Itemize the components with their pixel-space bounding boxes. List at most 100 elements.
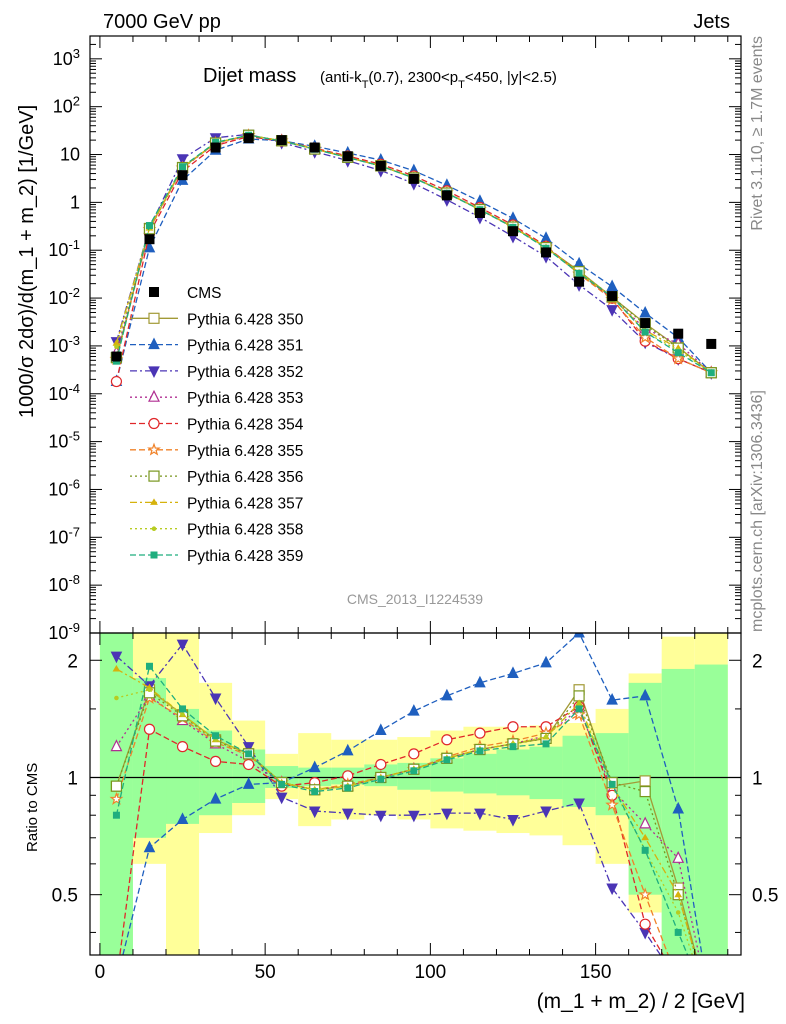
legend-entry: Pythia 6.428 354 bbox=[130, 417, 304, 434]
ratio-point bbox=[114, 695, 119, 701]
ratio-point bbox=[179, 705, 187, 713]
legend-label: Pythia 6.428 350 bbox=[187, 311, 304, 328]
ratio-tick-label-right: 1 bbox=[752, 768, 763, 789]
cms-point bbox=[441, 190, 452, 201]
y-axis-label: 1000/σ 2dσ)/d(m_1 + m_2) [1/GeV] bbox=[16, 105, 38, 418]
ratio-point bbox=[639, 816, 652, 829]
ratio-point bbox=[112, 664, 121, 672]
series-point bbox=[606, 305, 618, 317]
energy-label: 7000 GeV pp bbox=[103, 11, 221, 33]
series-point bbox=[575, 269, 583, 277]
band-inner bbox=[132, 678, 167, 838]
legend-entry: Pythia 6.428 357 bbox=[130, 495, 303, 512]
ratio-point bbox=[573, 633, 585, 638]
ratio-point bbox=[606, 883, 618, 896]
rivet-label: Rivet 3.1.10, ≥ 1.7M events bbox=[749, 36, 766, 231]
ratio-point bbox=[672, 801, 685, 814]
cms-point bbox=[507, 226, 518, 237]
band-inner bbox=[529, 746, 563, 800]
y-tick-label: 10-9 bbox=[48, 620, 80, 644]
y-tick-label: 103 bbox=[53, 45, 80, 69]
y-tick-label: 1 bbox=[70, 192, 80, 212]
series-point bbox=[145, 222, 153, 230]
ratio-point bbox=[176, 741, 189, 753]
series-3-ratio bbox=[110, 639, 683, 987]
ratio-point bbox=[639, 688, 651, 701]
y-tick-label: 102 bbox=[53, 93, 80, 117]
ratio-point bbox=[145, 662, 153, 670]
ratio-point bbox=[111, 976, 121, 986]
legend-entry: Pythia 6.428 356 bbox=[130, 469, 303, 486]
ratio-point bbox=[441, 734, 453, 746]
ratio-point bbox=[540, 655, 552, 668]
y-tick-label: 10 bbox=[60, 145, 80, 165]
ratio-point bbox=[575, 705, 583, 713]
ratio-point bbox=[377, 775, 385, 783]
ratio-tick-label: 2 bbox=[67, 651, 78, 672]
x-tick-label: 50 bbox=[255, 962, 276, 983]
legend-marker bbox=[148, 470, 160, 482]
ratio-point bbox=[408, 748, 420, 760]
ratio-panel-series bbox=[109, 633, 703, 987]
cms-point bbox=[111, 351, 122, 362]
ratio-point bbox=[675, 910, 681, 915]
ratio-point bbox=[641, 833, 650, 841]
ratio-point bbox=[542, 740, 550, 748]
ratio-tick-label: 1 bbox=[67, 768, 78, 789]
ratio-point bbox=[112, 811, 120, 819]
legend-marker bbox=[149, 287, 159, 297]
cms-point bbox=[574, 276, 585, 287]
ratio-point bbox=[410, 767, 418, 775]
y-tick-label: 10-7 bbox=[48, 524, 80, 548]
ratio-point bbox=[673, 977, 683, 987]
legend-entry: Pythia 6.428 355 bbox=[130, 442, 303, 460]
y-tick-label: 10-6 bbox=[48, 476, 80, 500]
ratio-point bbox=[209, 791, 222, 804]
cms-point bbox=[375, 160, 386, 171]
band-inner bbox=[562, 735, 596, 807]
legend-marker bbox=[147, 442, 161, 456]
ratio-point bbox=[605, 797, 620, 811]
legend-entry: Pythia 6.428 350 bbox=[130, 311, 304, 328]
ratio-point bbox=[507, 721, 519, 733]
ratio-point bbox=[476, 747, 484, 755]
ratio-point bbox=[543, 734, 549, 740]
x-axis-label: (m_1 + m_2) / 2 [GeV] bbox=[537, 990, 745, 1013]
legend-label: Pythia 6.428 355 bbox=[187, 443, 303, 460]
ratio-point bbox=[209, 693, 222, 706]
legend-label: Pythia 6.428 357 bbox=[187, 495, 303, 512]
legend-label: Pythia 6.428 353 bbox=[187, 390, 303, 407]
ratio-point bbox=[474, 675, 486, 688]
ratio-point bbox=[639, 785, 651, 798]
cms-point bbox=[276, 135, 287, 146]
ratio-point bbox=[509, 743, 517, 751]
legend-label: Pythia 6.428 358 bbox=[187, 522, 303, 539]
ratio-point bbox=[374, 723, 387, 736]
y-tick-label: 10-8 bbox=[48, 572, 80, 596]
ratio-point bbox=[110, 651, 123, 664]
legend-entry: Pythia 6.428 352 bbox=[130, 364, 303, 381]
ratio-point bbox=[573, 798, 585, 811]
series-5-ratio bbox=[111, 701, 664, 986]
ratio-point bbox=[474, 727, 486, 739]
ratio-point bbox=[308, 760, 321, 773]
ratio-point bbox=[474, 808, 486, 821]
ratio-point bbox=[408, 704, 420, 716]
series-point bbox=[638, 330, 653, 344]
ratio-point bbox=[375, 758, 387, 771]
ratio-point bbox=[408, 810, 420, 823]
cms-point bbox=[243, 133, 254, 144]
ratio-point bbox=[308, 806, 321, 819]
legend-label: Pythia 6.428 351 bbox=[187, 338, 303, 355]
y-tick-label: 10-2 bbox=[48, 285, 80, 309]
cms-point bbox=[673, 328, 684, 339]
ratio-point bbox=[374, 810, 387, 823]
chart-title: Dijet mass bbox=[203, 65, 296, 87]
ratio-point bbox=[110, 780, 123, 792]
ratio-point bbox=[606, 693, 618, 705]
ratio-point bbox=[608, 780, 616, 788]
ratio-tick-label: 0.5 bbox=[52, 886, 78, 907]
ratio-point bbox=[212, 732, 220, 740]
cms-point bbox=[408, 173, 419, 184]
